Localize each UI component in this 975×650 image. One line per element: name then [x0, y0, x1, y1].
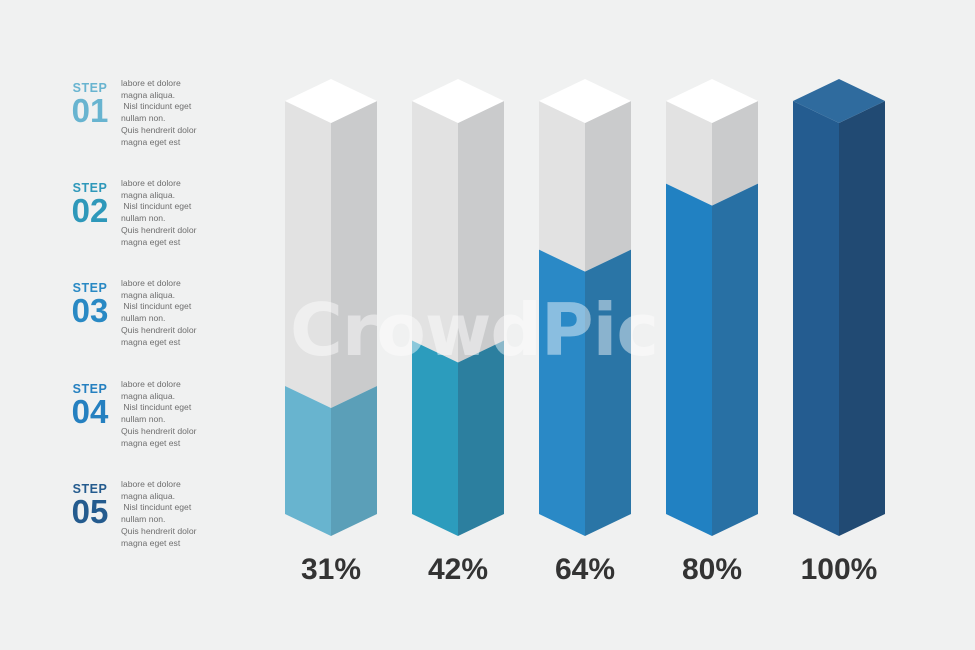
bar-empty-top: [666, 79, 758, 123]
bar-fill-top: [793, 79, 885, 123]
step-description: labore et dolore magna aliqua. Nisl tinc…: [121, 479, 197, 548]
bar: [793, 79, 885, 536]
step-description: labore et dolore magna aliqua. Nisl tinc…: [121, 379, 197, 448]
bar-fill-side: [839, 101, 885, 536]
step-number: 02: [71, 192, 109, 229]
bar-value-label: 31%: [301, 553, 361, 586]
bar-fill-side: [458, 340, 504, 536]
bar-fill-side: [712, 183, 758, 536]
step-number: 03: [71, 292, 109, 329]
bar-value-label: 80%: [682, 553, 742, 586]
bar: [539, 79, 631, 536]
bar-empty-top: [285, 79, 377, 123]
step-item: STEP 05 labore et dolore magna aliqua. N…: [60, 479, 260, 559]
step-label: STEP: [72, 81, 108, 95]
bar-fill-front: [285, 385, 331, 536]
bar-value-label: 100%: [801, 553, 878, 586]
step-description: labore et dolore magna aliqua. Nisl tinc…: [121, 178, 197, 247]
bar-empty-front: [285, 101, 331, 408]
bar-empty-side: [331, 101, 377, 408]
bar-fill-front: [412, 340, 458, 536]
bar-fill-side: [331, 385, 377, 536]
step-label: STEP: [72, 382, 108, 396]
step-item: STEP 01 labore et dolore magna aliqua. N…: [60, 78, 260, 158]
step-label: STEP: [72, 482, 108, 496]
bar-fill-front: [793, 101, 839, 536]
bar: [412, 79, 504, 536]
bar-empty-front: [539, 101, 585, 272]
step-label: STEP: [72, 281, 108, 295]
step-number: 05: [71, 493, 109, 530]
step-item: STEP 04 labore et dolore magna aliqua. N…: [60, 379, 260, 459]
step-description: labore et dolore magna aliqua. Nisl tinc…: [121, 78, 197, 147]
bar: [285, 79, 377, 536]
bar-empty-front: [412, 101, 458, 363]
step-description: labore et dolore magna aliqua. Nisl tinc…: [121, 278, 197, 347]
bar-value-label: 64%: [555, 553, 615, 586]
bar-empty-side: [712, 101, 758, 206]
bar: [666, 79, 758, 536]
step-item: STEP 03 labore et dolore magna aliqua. N…: [60, 278, 260, 358]
bar-empty-front: [666, 101, 712, 206]
step-heading: STEP 04: [60, 382, 120, 429]
bar-empty-side: [585, 101, 631, 272]
step-heading: STEP 02: [60, 181, 120, 228]
step-heading: STEP 03: [60, 281, 120, 328]
bar-value-label: 42%: [428, 553, 488, 586]
bar-empty-top: [412, 79, 504, 123]
step-item: STEP 02 labore et dolore magna aliqua. N…: [60, 178, 260, 258]
bar-empty-top: [539, 79, 631, 123]
step-heading: STEP 05: [60, 482, 120, 529]
bar-fill-front: [666, 183, 712, 536]
bar-fill-front: [539, 249, 585, 536]
bar-empty-side: [458, 101, 504, 363]
step-heading: STEP 01: [60, 81, 120, 128]
step-number: 04: [71, 393, 109, 430]
step-label: STEP: [72, 181, 108, 195]
step-number: 01: [71, 92, 109, 129]
bar-fill-side: [585, 249, 631, 536]
